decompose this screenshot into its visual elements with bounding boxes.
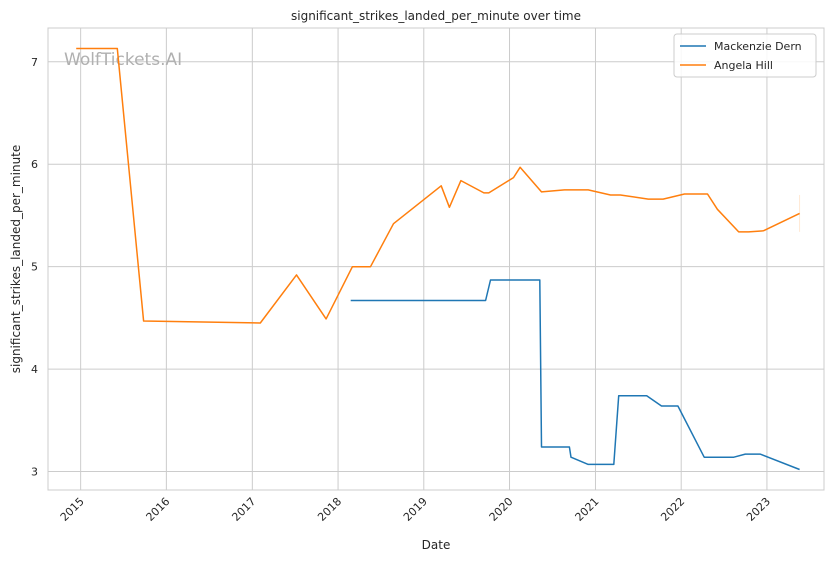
- x-axis-label: Date: [422, 538, 451, 552]
- y-tick-label-7: 7: [31, 56, 38, 69]
- y-tick-label-4: 4: [31, 363, 38, 376]
- series-line-angela-hill: [76, 47, 800, 324]
- legend-label-angela-hill: Angela Hill: [714, 59, 773, 72]
- chart-title: significant_strikes_landed_per_minute ov…: [291, 9, 581, 23]
- y-axis-label: significant_strikes_landed_per_minute: [9, 145, 23, 374]
- y-tick-label-3: 3: [31, 466, 38, 479]
- y-axis-ticks: 3 4 5 6 7: [31, 56, 38, 479]
- legend-label-mackenzie-dern: Mackenzie Dern: [714, 40, 802, 53]
- watermark-text: WolfTickets.AI: [64, 50, 182, 70]
- series-lines: [76, 47, 800, 471]
- y-tick-label-5: 5: [31, 261, 38, 274]
- series-line-mackenzie-dern: [350, 279, 800, 471]
- plot-area: [47, 27, 825, 491]
- legend-box: [673, 33, 817, 78]
- y-tick-label-6: 6: [31, 158, 38, 171]
- legend: Mackenzie Dern Angela Hill: [673, 33, 817, 78]
